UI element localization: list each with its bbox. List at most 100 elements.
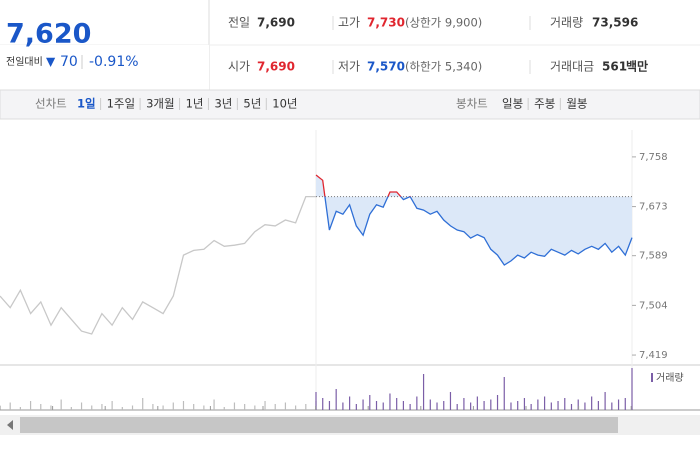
period-tab[interactable]: 10년 (272, 97, 297, 111)
volume-bar (40, 404, 42, 410)
volume-bar (50, 405, 52, 410)
volume-bar (557, 401, 559, 410)
period-tab[interactable]: 1주일 (107, 97, 135, 111)
volume-bar (315, 392, 317, 410)
volume-bar (389, 393, 391, 410)
volume-bar (91, 405, 93, 410)
volume-bar (254, 405, 256, 410)
volume-bar (597, 401, 599, 410)
volume-bar (429, 399, 431, 410)
volume-bar (604, 392, 606, 410)
volume-bar (402, 401, 405, 410)
legend-label: 거래량 (656, 372, 684, 384)
stat-label: 고가 (338, 16, 360, 30)
volume-bar (591, 396, 593, 410)
volume-bar (476, 396, 478, 410)
y-tick-label: 7,589 (639, 251, 668, 262)
volume-bar (537, 399, 539, 410)
volume-bar (328, 401, 331, 410)
volume-bar (355, 404, 357, 410)
stat-label: 거래대금 (550, 60, 594, 74)
volume-bar (295, 405, 297, 410)
stat-label: 저가 (338, 60, 360, 74)
scrollbar-thumb[interactable] (20, 417, 618, 433)
volume-bar (369, 395, 371, 410)
stat-value: 561 (602, 60, 627, 74)
volume-bar (496, 395, 499, 410)
period-tab[interactable]: 1년 (186, 97, 204, 111)
volume-bar (456, 404, 458, 410)
volume-bar (409, 404, 411, 410)
volume-bar (570, 404, 573, 410)
volume-bar (264, 401, 266, 410)
scroll-left[interactable] (7, 420, 13, 430)
tab-group-label: 선차트 (35, 97, 67, 111)
volume-bar (564, 398, 566, 410)
volume-bar (193, 404, 195, 410)
volume-bar (631, 368, 633, 410)
candle-tab[interactable]: 월봉 (566, 97, 587, 111)
tab-group-label: 봉차트 (456, 97, 488, 111)
volume-bar (422, 374, 425, 410)
y-tick-label: 7,758 (639, 152, 668, 163)
volume-bar (550, 402, 552, 410)
volume-bar (577, 399, 579, 410)
volume-bar (443, 401, 445, 410)
volume-bar (349, 396, 351, 410)
volume-bar (142, 398, 144, 410)
volume-bar (449, 392, 452, 410)
price-line (0, 195, 316, 335)
volume-bar (60, 399, 62, 410)
volume-bar (470, 402, 472, 410)
period-tab[interactable]: 1일 (77, 97, 96, 111)
cover (0, 45, 209, 90)
candle-tab[interactable]: 일봉 (502, 97, 523, 111)
y-tick-label: 7,419 (639, 350, 668, 361)
volume-bar (503, 377, 505, 410)
volume-bar (274, 404, 276, 410)
volume-bar (611, 402, 613, 410)
candle-tab[interactable]: 주봉 (534, 97, 555, 111)
volume-bar (510, 402, 512, 410)
volume-bar (172, 402, 174, 410)
volume-bar (233, 402, 236, 410)
stat-value: 7,690 (257, 16, 295, 30)
volume-bar (121, 407, 123, 410)
change-rate: -0.91% (89, 54, 139, 70)
volume-bar (523, 398, 526, 410)
stat-value: 7,570 (367, 60, 405, 74)
volume-bar (382, 402, 384, 410)
volume-bar (335, 389, 337, 410)
volume-bar (162, 405, 164, 410)
stat-value: 7,730 (367, 16, 405, 30)
area-fill (316, 175, 632, 265)
volume-bar (101, 404, 103, 410)
volume-bar (322, 398, 324, 410)
volume-bar (617, 399, 620, 410)
volume-bar (483, 401, 485, 410)
stat-label: 전일 (228, 16, 250, 30)
volume-bar (80, 402, 83, 410)
volume-bar (490, 399, 492, 410)
volume-bar (152, 404, 154, 410)
y-tick-label: 7,673 (639, 202, 668, 213)
volume-bar (203, 405, 205, 410)
period-tab[interactable]: 3년 (214, 97, 232, 111)
volume-bar (396, 398, 398, 410)
change-label: 전일대비 (6, 56, 43, 68)
volume-bar (19, 407, 21, 410)
stat-note: (상한가 9,900) (405, 16, 482, 30)
volume-bar (543, 396, 546, 410)
stat-unit: 백만 (626, 59, 648, 74)
stat-value: 7,690 (257, 60, 295, 74)
period-tab[interactable]: 3개월 (146, 97, 174, 111)
price: 7,620 (6, 19, 91, 50)
change: 70 (60, 54, 78, 70)
period-tab[interactable]: 5년 (243, 97, 261, 111)
volume-bar (530, 404, 532, 410)
volume-bar (70, 407, 72, 410)
volume-bar (284, 402, 287, 410)
volume-bar (223, 407, 225, 410)
volume-bar (375, 401, 378, 410)
volume-bar (244, 404, 246, 410)
